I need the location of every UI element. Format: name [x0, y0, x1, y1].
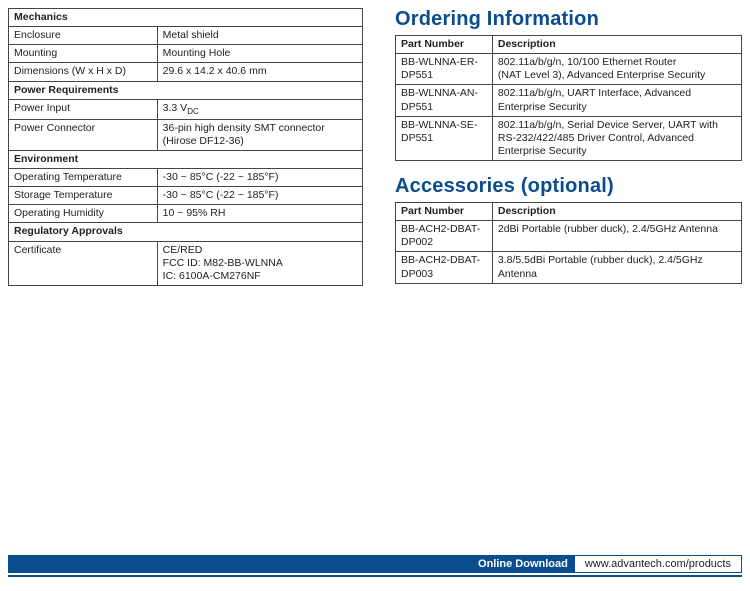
column-header: Description	[492, 36, 741, 54]
section-header: Power Requirements	[9, 81, 363, 99]
spec-value: 36-pin high density SMT connector(Hirose…	[157, 119, 362, 150]
spec-key: Dimensions (W x H x D)	[9, 63, 158, 81]
table-row: BB-WLNNA-SE-DP551802.11a/b/g/n, Serial D…	[396, 116, 742, 160]
spec-value: CE/REDFCC ID: M82-BB-WLNNAIC: 6100A-CM27…	[157, 241, 362, 285]
spec-value: 10 ~ 95% RH	[157, 205, 362, 223]
spec-value: -30 ~ 85°C (-22 ~ 185°F)	[157, 169, 362, 187]
spec-key: Power Input	[9, 99, 158, 119]
part-number: BB-ACH2-DBAT-DP003	[396, 252, 493, 283]
spec-key: Storage Temperature	[9, 187, 158, 205]
ordering-heading: Ordering Information	[395, 8, 742, 31]
section-header: Mechanics	[9, 9, 363, 27]
table-row: EnclosureMetal shield	[9, 27, 363, 45]
ordering-table: Part NumberDescriptionBB-WLNNA-ER-DP5518…	[395, 35, 742, 161]
part-number: BB-WLNNA-SE-DP551	[396, 116, 493, 160]
footer-label: Online Download	[468, 555, 574, 573]
spec-value: Metal shield	[157, 27, 362, 45]
accessories-heading: Accessories (optional)	[395, 175, 742, 198]
accessories-table: Part NumberDescriptionBB-ACH2-DBAT-DP002…	[395, 202, 742, 284]
description: 802.11a/b/g/n, Serial Device Server, UAR…	[492, 116, 741, 160]
spec-key: Mounting	[9, 45, 158, 63]
description: 2dBi Portable (rubber duck), 2.4/5GHz An…	[492, 221, 741, 252]
column-header: Part Number	[396, 203, 493, 221]
table-row: BB-WLNNA-AN-DP551802.11a/b/g/n, UART Int…	[396, 85, 742, 116]
part-number: BB-WLNNA-AN-DP551	[396, 85, 493, 116]
spec-key: Certificate	[9, 241, 158, 285]
column-header: Part Number	[396, 36, 493, 54]
footer: Online Download www.advantech.com/produc…	[8, 555, 742, 577]
table-row: Power Connector36-pin high density SMT c…	[9, 119, 363, 150]
spec-value: 3.3 VDC	[157, 99, 362, 119]
table-row: Dimensions (W x H x D)29.6 x 14.2 x 40.6…	[9, 63, 363, 81]
table-row: BB-ACH2-DBAT-DP0022dBi Portable (rubber …	[396, 221, 742, 252]
spec-key: Enclosure	[9, 27, 158, 45]
footer-url[interactable]: www.advantech.com/products	[574, 555, 742, 573]
description: 802.11a/b/g/n, UART Interface, Advanced …	[492, 85, 741, 116]
table-row: Storage Temperature-30 ~ 85°C (-22 ~ 185…	[9, 187, 363, 205]
table-row: Power Input3.3 VDC	[9, 99, 363, 119]
spec-value: 29.6 x 14.2 x 40.6 mm	[157, 63, 362, 81]
spec-key: Operating Humidity	[9, 205, 158, 223]
part-number: BB-WLNNA-ER-DP551	[396, 54, 493, 85]
table-row: Operating Temperature-30 ~ 85°C (-22 ~ 1…	[9, 169, 363, 187]
column-header: Description	[492, 203, 741, 221]
specs-table: MechanicsEnclosureMetal shieldMountingMo…	[8, 8, 363, 286]
section-header: Regulatory Approvals	[9, 223, 363, 241]
table-row: BB-WLNNA-ER-DP551802.11a/b/g/n, 10/100 E…	[396, 54, 742, 85]
spec-value: Mounting Hole	[157, 45, 362, 63]
table-row: CertificateCE/REDFCC ID: M82-BB-WLNNAIC:…	[9, 241, 363, 285]
spec-key: Power Connector	[9, 119, 158, 150]
section-header: Environment	[9, 150, 363, 168]
part-number: BB-ACH2-DBAT-DP002	[396, 221, 493, 252]
table-row: MountingMounting Hole	[9, 45, 363, 63]
description: 3.8/5.5dBi Portable (rubber duck), 2.4/5…	[492, 252, 741, 283]
spec-value: -30 ~ 85°C (-22 ~ 185°F)	[157, 187, 362, 205]
table-row: BB-ACH2-DBAT-DP0033.8/5.5dBi Portable (r…	[396, 252, 742, 283]
table-row: Operating Humidity10 ~ 95% RH	[9, 205, 363, 223]
description: 802.11a/b/g/n, 10/100 Ethernet Router(NA…	[492, 54, 741, 85]
spec-key: Operating Temperature	[9, 169, 158, 187]
